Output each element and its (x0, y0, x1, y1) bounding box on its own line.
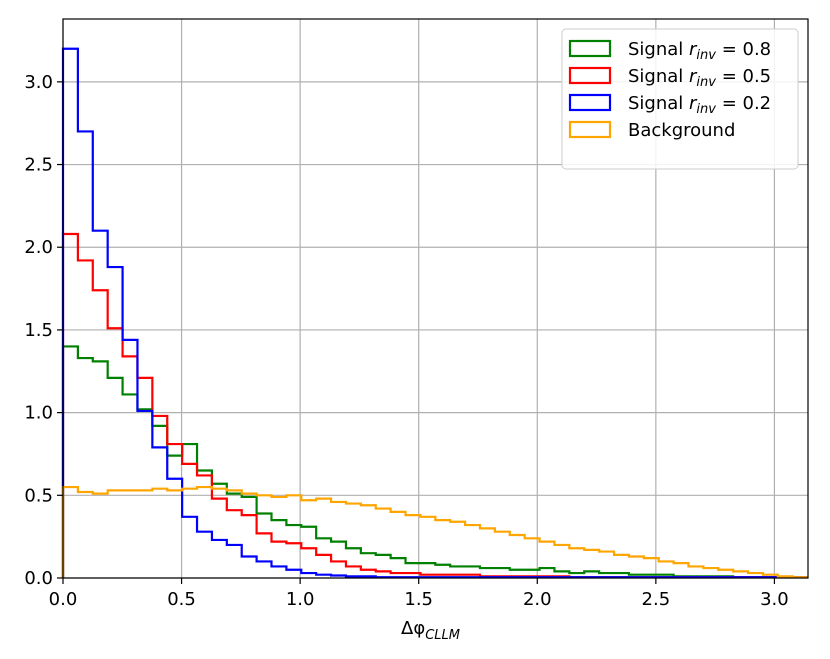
x-tick-label-4: 2.0 (523, 589, 552, 610)
y-tick-label-2: 1.0 (24, 403, 53, 424)
x-axis-label-sub: CLLM (425, 628, 460, 643)
legend-swatch-1 (568, 66, 612, 85)
y-tick-label-4: 2.0 (24, 237, 53, 258)
x-tick-label-1: 0.5 (167, 589, 196, 610)
y-tick-label-1: 0.5 (24, 485, 53, 506)
x-tick-label-6: 3.0 (760, 589, 789, 610)
series-line-2 (61, 47, 808, 579)
x-tick-label-5: 2.5 (642, 589, 671, 610)
legend-box (561, 28, 799, 170)
series-line-3 (61, 485, 808, 579)
x-axis-ticks: 0.0 0.5 1.0 1.5 2.0 2.5 3.0 (49, 578, 789, 610)
legend-label-1: Signal rinv = 0.5 (628, 66, 771, 90)
plot-frame (62, 18, 809, 579)
legend-label-2: Signal rinv = 0.2 (628, 93, 771, 117)
x-tick-label-2: 1.0 (286, 589, 315, 610)
x-axis-label: ΔφCLLM (401, 618, 460, 643)
legend-swatch-0 (568, 39, 612, 58)
legend: Signal rinv = 0.8 Signal rinv = 0.5 Signal… (561, 28, 799, 170)
y-tick-label-3: 1.5 (24, 320, 53, 341)
legend-swatch-3 (568, 120, 612, 139)
legend-label-3: Background (628, 120, 735, 141)
x-axis-label-base: Δφ (401, 618, 425, 639)
y-axis-ticks: 0.0 0.5 1.0 1.5 2.0 2.5 3.0 (24, 72, 63, 589)
y-tick-label-0: 0.0 (24, 568, 53, 589)
legend-swatch-2 (568, 93, 612, 112)
x-tick-label-0: 0.0 (49, 589, 78, 610)
y-tick-label-6: 3.0 (24, 72, 53, 93)
x-tick-label-3: 1.5 (404, 589, 433, 610)
y-tick-label-5: 2.5 (24, 155, 53, 176)
series-layer (61, 47, 808, 579)
legend-label-0: Signal rinv = 0.8 (628, 39, 771, 63)
